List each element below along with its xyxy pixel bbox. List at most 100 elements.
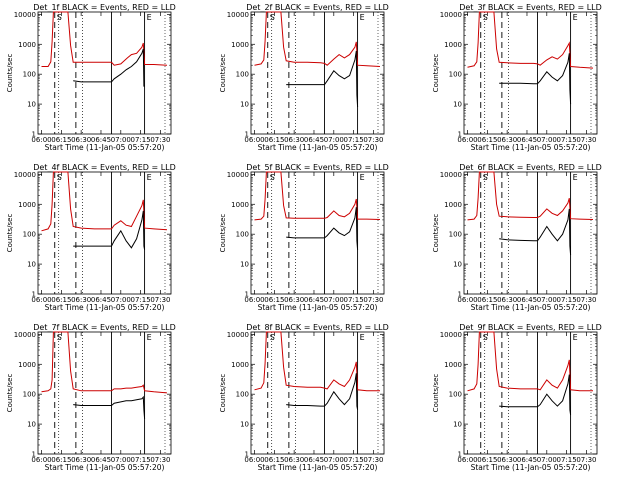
start-mark-label: S (57, 13, 62, 22)
y-tick-label: 10000 (440, 11, 462, 19)
y-tick-label: 1000 (444, 201, 462, 209)
x-tick-label: 07:15 (344, 296, 364, 304)
start-mark-label: S (270, 13, 275, 22)
x-tick-label: 07:15 (131, 136, 151, 144)
plot-frame (250, 171, 385, 295)
detector-panel: Det_6f BLACK = Events, RED = LLD 1 10 100 10… (432, 163, 602, 312)
panel-title: Det_6f BLACK = Events, RED = LLD (459, 163, 602, 172)
start-mark-label: S (483, 13, 488, 22)
plot-frame (250, 331, 385, 455)
x-tick-label: 07:30 (363, 296, 383, 304)
y-tick-label: 100 (236, 391, 249, 399)
x-tick-label: 06:00 (244, 136, 264, 144)
end-mark-label: E (360, 173, 365, 182)
y-tick-label: 1 (245, 291, 249, 299)
x-tick-label: 06:30 (71, 136, 91, 144)
y-tick-label: 1000 (231, 361, 249, 369)
x-tick-label: 06:45 (91, 296, 111, 304)
x-tick-label: 06:30 (71, 296, 91, 304)
y-tick-label: 100 (449, 231, 462, 239)
y-tick-label: 10 (453, 261, 462, 269)
y-tick-label: 10 (27, 261, 36, 269)
x-tick-label: 06:45 (91, 136, 111, 144)
x-tick-label: 06:30 (71, 456, 91, 464)
x-tick-label: 06:15 (477, 456, 497, 464)
x-tick-label: 07:00 (324, 136, 344, 144)
y-tick-label: 10 (240, 261, 249, 269)
x-tick-label: 07:30 (150, 136, 170, 144)
y-tick-label: 10 (240, 421, 249, 429)
start-mark-label: S (57, 333, 62, 342)
x-tick-label: 06:30 (497, 136, 517, 144)
y-tick-label: 10000 (440, 331, 462, 339)
y-tick-label: 1 (32, 131, 36, 139)
y-tick-label: 10000 (227, 171, 249, 179)
plot-frame (37, 331, 172, 455)
y-axis-label: Counts/sec (219, 214, 227, 253)
y-tick-label: 1 (458, 131, 462, 139)
plot-frame (37, 11, 172, 135)
y-tick-label: 10 (453, 101, 462, 109)
x-tick-label: 06:00 (457, 296, 477, 304)
end-mark-label: E (573, 333, 578, 342)
series-line (286, 373, 359, 410)
detector-panel: Det_5f BLACK = Events, RED = LLD 1 10 100 10… (219, 163, 389, 312)
x-tick-label: 07:00 (111, 456, 131, 464)
y-tick-label: 10 (453, 421, 462, 429)
x-tick-label: 06:15 (51, 136, 71, 144)
y-tick-label: 1 (245, 131, 249, 139)
x-tick-label: 06:15 (51, 296, 71, 304)
x-tick-label: 07:15 (131, 456, 151, 464)
y-axis-label: Counts/sec (432, 54, 440, 93)
plot-frame (250, 11, 385, 135)
y-tick-label: 10 (27, 421, 36, 429)
x-tick-label: 06:30 (284, 136, 304, 144)
y-tick-label: 1 (245, 451, 249, 459)
series-line (499, 208, 572, 256)
y-tick-label: 10 (27, 101, 36, 109)
x-axis-label: Start Time (11-Jan-05 05:57:20) (258, 143, 378, 152)
series-line (41, 171, 168, 232)
y-tick-label: 10000 (14, 11, 36, 19)
panel-title: Det_1f BLACK = Events, RED = LLD (33, 3, 176, 12)
x-tick-label: 06:00 (457, 456, 477, 464)
series-line (254, 11, 381, 67)
end-mark-label: E (573, 173, 578, 182)
end-mark-label: E (147, 333, 152, 342)
plot-frame (463, 171, 598, 295)
x-axis-label: Start Time (11-Jan-05 05:57:20) (45, 303, 165, 312)
x-tick-label: 06:30 (284, 296, 304, 304)
start-mark-label: S (270, 173, 275, 182)
x-tick-label: 07:15 (344, 456, 364, 464)
x-tick-label: 06:30 (497, 456, 517, 464)
end-mark-label: E (147, 13, 152, 22)
x-tick-label: 06:00 (31, 136, 51, 144)
series-line (467, 331, 593, 392)
y-tick-label: 1000 (444, 361, 462, 369)
y-tick-label: 100 (236, 231, 249, 239)
panel-title: Det_3f BLACK = Events, RED = LLD (459, 3, 602, 12)
y-tick-label: 100 (449, 391, 462, 399)
x-tick-label: 06:00 (244, 296, 264, 304)
series-line (254, 331, 380, 392)
y-axis-label: Counts/sec (219, 54, 227, 93)
y-tick-label: 100 (236, 71, 249, 79)
x-tick-label: 07:15 (131, 296, 151, 304)
x-axis-label: Start Time (11-Jan-05 05:57:20) (45, 143, 165, 152)
detector-panel: Det_1f BLACK = Events, RED = LLD 1 10 100 10… (6, 3, 176, 152)
panel-title: Det_8f BLACK = Events, RED = LLD (246, 323, 389, 332)
x-tick-label: 07:30 (576, 136, 596, 144)
y-axis-label: Counts/sec (6, 374, 14, 413)
y-tick-label: 1000 (444, 41, 462, 49)
start-mark-label: S (57, 173, 62, 182)
y-axis-label: Counts/sec (219, 374, 227, 413)
x-tick-label: 06:45 (517, 456, 537, 464)
x-tick-label: 07:30 (576, 296, 596, 304)
x-tick-label: 06:15 (477, 136, 497, 144)
detector-panel: Det_9f BLACK = Events, RED = LLD 1 10 100 10… (432, 323, 602, 472)
x-tick-label: 07:00 (537, 136, 557, 144)
end-mark-label: E (573, 13, 578, 22)
y-tick-label: 1000 (18, 201, 36, 209)
plot-frame (463, 11, 598, 135)
